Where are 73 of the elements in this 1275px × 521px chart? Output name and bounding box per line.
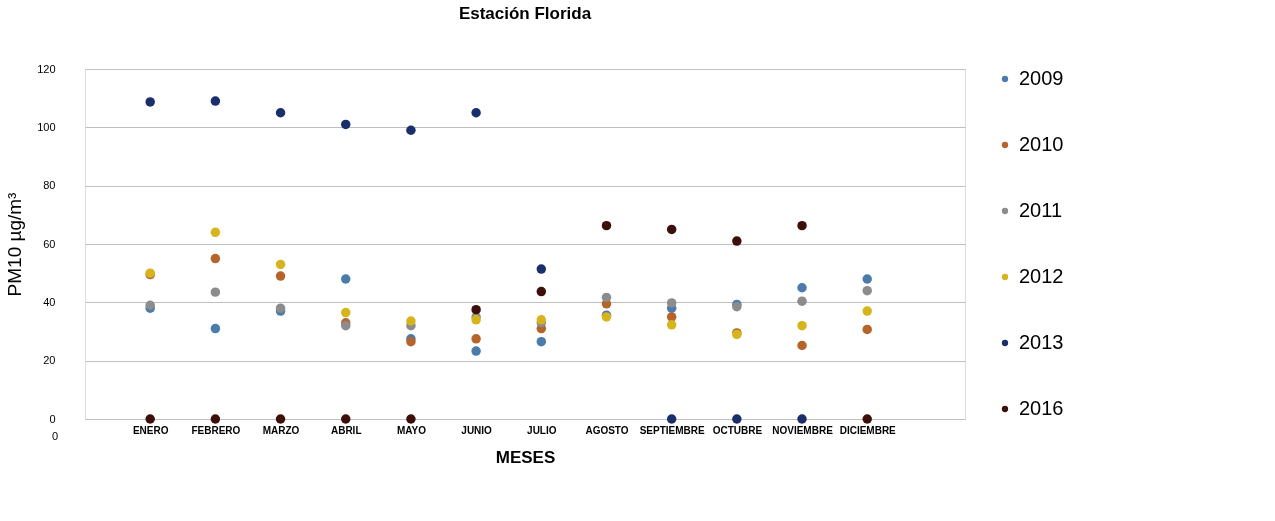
point: [536, 264, 547, 274]
point: [797, 320, 807, 331]
point: [601, 220, 612, 231]
point: [862, 306, 872, 316]
y-tick-label: 100: [37, 120, 56, 133]
point: [797, 414, 807, 424]
legend-label: 2010: [1019, 133, 1064, 155]
point: [797, 283, 807, 293]
point: [471, 334, 481, 344]
point: [666, 224, 677, 235]
x-axis-title: MESES: [495, 447, 556, 467]
y-tick-label: 60: [43, 237, 56, 250]
x-tick-label: SEPTIEMBRE: [639, 424, 705, 436]
y-tick-label: 20: [43, 354, 56, 367]
x-tick-label: MAYO: [396, 424, 427, 436]
point: [862, 285, 872, 296]
point: [210, 414, 221, 424]
point: [341, 274, 351, 284]
point: [862, 414, 872, 424]
y-tick-label: 40: [43, 295, 56, 308]
point: [210, 227, 221, 238]
point: [275, 271, 286, 281]
point: [275, 108, 286, 118]
point: [406, 125, 416, 135]
y-axis-title: PM10 µg/m³: [4, 192, 26, 297]
point: [341, 119, 351, 130]
point: [862, 324, 872, 335]
x-tick-label: FEBRERO: [191, 424, 241, 436]
point: [536, 336, 547, 347]
point: [210, 253, 221, 264]
x-tick-label: ABRIL: [330, 424, 362, 436]
point: [797, 296, 807, 306]
point: [210, 323, 221, 334]
x-tick-label: DICIEMBRE: [839, 424, 897, 436]
point: [797, 220, 807, 231]
legend-label: 2013: [1019, 331, 1064, 353]
point: [210, 96, 221, 106]
point: [732, 414, 742, 424]
chart-title: Estación Florida: [458, 4, 592, 23]
point: [145, 414, 155, 424]
point: [601, 292, 612, 303]
point: [341, 414, 351, 424]
y-tick-label: 0: [49, 412, 56, 425]
point: [471, 108, 481, 118]
point: [406, 316, 416, 326]
x-tick-label: JULIO: [527, 424, 557, 436]
point: [536, 286, 547, 297]
x-tick-label: OCTUBRE: [712, 424, 763, 436]
point: [406, 414, 416, 424]
x-tick-label: NOVIEMBRE: [772, 424, 834, 436]
point: [862, 274, 872, 284]
point: [666, 298, 677, 308]
x-tick-label: JUNIO: [461, 424, 493, 436]
legend-label: 2012: [1019, 265, 1064, 287]
legend-label: 2009: [1019, 67, 1064, 89]
y-tick-label: 80: [43, 179, 56, 192]
y-tick-label: 120: [37, 62, 56, 75]
legend-label: 2016: [1019, 397, 1064, 419]
point: [471, 304, 481, 315]
point: [275, 259, 286, 270]
legend-label: 2011: [1019, 199, 1063, 221]
point: [210, 287, 221, 297]
point: [732, 236, 742, 246]
x-tick-label: MARZO: [262, 424, 300, 436]
point: [471, 346, 481, 356]
point: [341, 307, 351, 318]
x-tick-label: AGOSTO: [585, 424, 629, 436]
point: [797, 340, 807, 351]
x-tick-label: ENERO: [132, 424, 169, 436]
point: [666, 320, 677, 330]
point: [275, 414, 286, 424]
point: [666, 414, 677, 424]
point: [145, 97, 155, 107]
